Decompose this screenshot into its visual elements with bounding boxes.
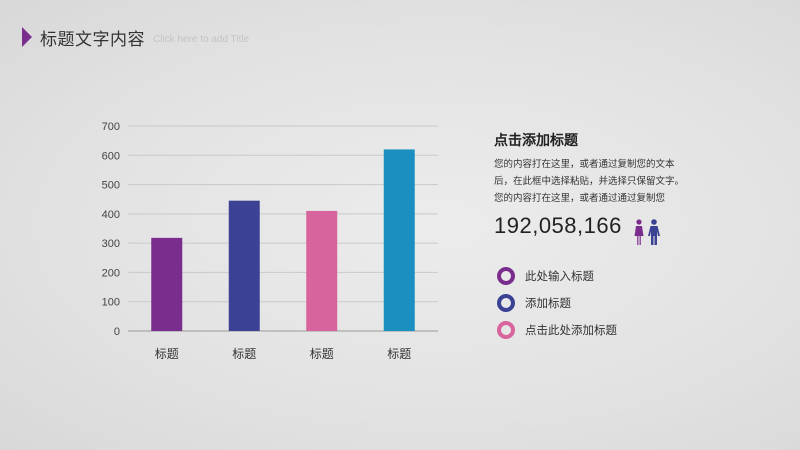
y-tick-label: 700 (102, 121, 120, 133)
x-category-label: 标题 (310, 347, 334, 361)
x-axis-labels: 标题 标题 标题 标题 (155, 347, 412, 361)
header: 标题文字内容 Click here to add Title (22, 24, 249, 50)
bar[interactable] (228, 200, 260, 331)
bar[interactable] (306, 210, 338, 331)
x-category-label: 标题 (155, 347, 179, 361)
x-category-label: 标题 (387, 347, 411, 361)
ring-icon (497, 294, 515, 312)
info-panel: 点击添加标题 您的内容打在这里，或者通过复制您的文本 后，在此框中选择粘贴，并选… (494, 130, 734, 245)
legend-label: 点击此处添加标题 (525, 323, 617, 337)
ring-icon (497, 321, 515, 339)
y-tick-label: 300 (102, 238, 120, 250)
legend-item[interactable]: 此处输入标题 (497, 266, 617, 286)
info-body-line: 后，在此框中选择粘贴，并选择只保留文字。 (494, 176, 685, 187)
y-axis-ticks: 0 100 200 300 400 500 600 700 (102, 121, 120, 338)
stat-row: 192,058,166 (494, 213, 734, 245)
info-body-line: 您的内容打在这里，或者通过通过复制您 (494, 193, 666, 204)
stat-number[interactable]: 192,058,166 (494, 213, 622, 238)
info-title[interactable]: 点击添加标题 (494, 133, 578, 149)
y-tick-label: 500 (102, 180, 120, 192)
y-tick-label: 100 (102, 297, 120, 309)
y-tick-label: 600 (102, 150, 120, 162)
bar[interactable] (151, 237, 183, 331)
page-title[interactable]: 标题文字内容 (40, 29, 145, 50)
triangle-marker-icon (22, 27, 32, 47)
info-body-line: 您的内容打在这里，或者通过复制您的文本 (494, 159, 675, 170)
chart-bars (151, 149, 415, 331)
legend-label: 添加标题 (525, 296, 571, 310)
ring-icon (497, 267, 515, 285)
male-icon (647, 219, 660, 245)
page-subtitle[interactable]: Click here to add Title (153, 33, 250, 45)
bar[interactable] (383, 149, 415, 331)
legend: 此处输入标题 添加标题 点击此处添加标题 (497, 266, 617, 347)
legend-item[interactable]: 添加标题 (497, 293, 617, 313)
x-category-label: 标题 (232, 347, 256, 361)
people-icons (634, 219, 660, 245)
y-tick-label: 200 (102, 267, 120, 279)
y-tick-label: 0 (114, 326, 120, 338)
female-icon (634, 219, 644, 245)
legend-label: 此处输入标题 (525, 269, 594, 283)
legend-item[interactable]: 点击此处添加标题 (497, 320, 617, 340)
info-body[interactable]: 您的内容打在这里，或者通过复制您的文本 后，在此框中选择粘贴，并选择只保留文字。… (494, 156, 734, 207)
y-tick-label: 400 (102, 209, 120, 221)
